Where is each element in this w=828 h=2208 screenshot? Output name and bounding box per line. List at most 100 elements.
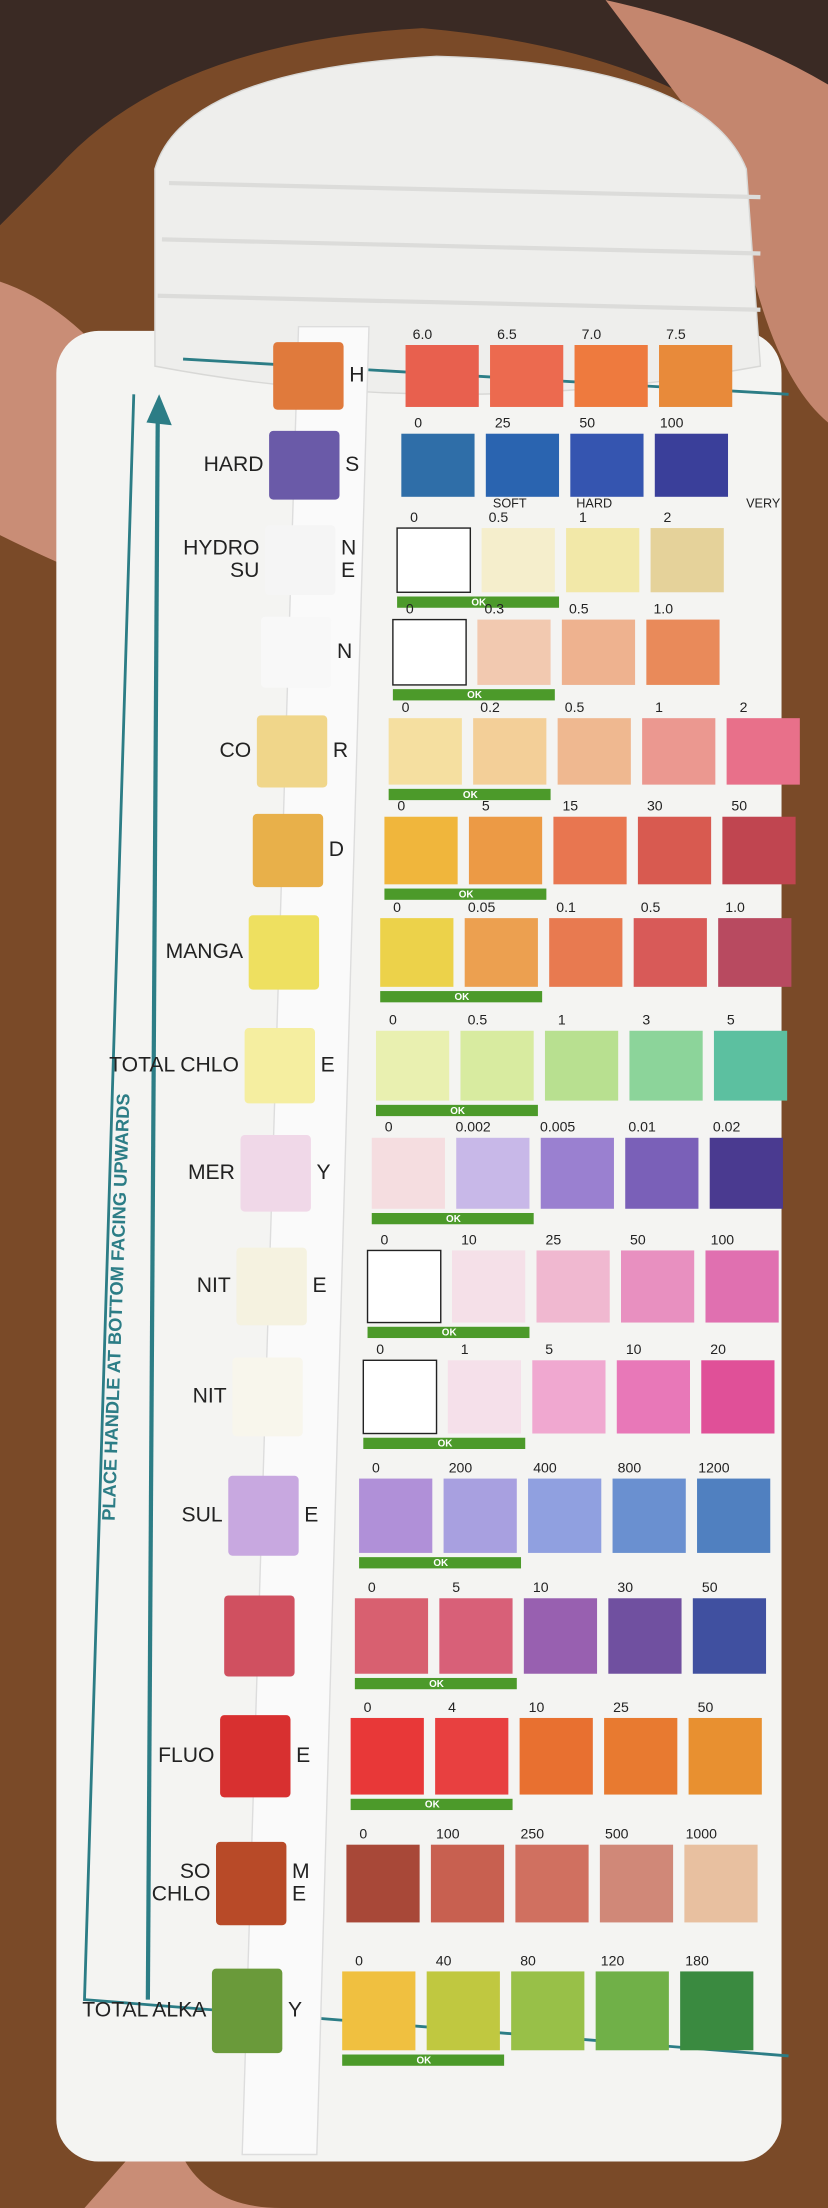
swatch-value: 0 [393,899,401,915]
ok-bar [354,1677,517,1690]
swatch-value: 0 [402,699,410,715]
swatch-value: 0.002 [456,1119,491,1135]
ok-bar [371,1212,534,1225]
color-swatch [447,1360,522,1434]
swatch-value: 15 [562,798,578,814]
bottle-cap [154,55,762,395]
color-swatch [540,1137,614,1209]
color-swatch [557,718,631,785]
strip-pad [240,1134,311,1212]
row-label: E [312,1274,326,1297]
color-swatch [536,1250,610,1323]
color-swatch [604,1717,678,1795]
row-label: MANGA [166,940,244,963]
swatch-value: 0 [376,1341,384,1357]
color-swatch [490,345,564,407]
swatch-value: 7.0 [582,326,602,342]
color-swatch [701,1360,775,1434]
strip-pad [232,1357,303,1437]
color-swatch [452,1250,526,1323]
swatch-value: 20 [710,1341,726,1357]
strip-pad [220,1715,291,1798]
row-label: SUL [182,1503,223,1526]
color-swatch [726,718,800,785]
strip-pad [273,342,344,410]
ok-label: OK [446,1214,462,1225]
row-label: S [345,453,359,476]
strip-pad [260,616,332,688]
swatch-value: 40 [436,1952,452,1968]
color-swatch [616,1360,690,1434]
swatch-value: 0 [406,600,414,616]
color-swatch [544,1030,619,1101]
swatch-value: 5 [482,798,490,814]
note: VERY [746,496,781,510]
swatch-value: 250 [521,1826,545,1842]
swatch-value: 1.0 [725,899,745,915]
color-swatch [718,918,792,987]
ok-bar [350,1798,513,1811]
strip-pad [228,1475,299,1556]
swatch-value: 120 [601,1952,625,1968]
color-swatch [528,1478,602,1553]
ok-label: OK [416,2055,432,2066]
swatch-value: 100 [711,1231,735,1247]
row-label: CHLO [152,1882,211,1905]
swatch-value: 0.05 [468,899,496,915]
cap-ridges [157,180,761,312]
row-label: E [304,1503,318,1526]
swatch-value: 0 [364,1699,372,1715]
ok-bar [384,888,547,900]
swatch-value: 4 [448,1699,456,1715]
swatch-value: 5 [545,1341,553,1357]
swatch-value: 0.2 [480,699,500,715]
swatch-value: 1000 [686,1826,717,1842]
swatch-value: 100 [436,1826,460,1842]
ok-label: OK [459,889,475,900]
row-label: E [292,1882,306,1905]
row-label: HARD [204,453,264,476]
color-swatch [532,1360,606,1434]
swatch-value: 500 [605,1826,629,1842]
swatch-value: 0.1 [556,899,576,915]
color-swatch [523,1598,598,1674]
swatch-value: 30 [617,1579,633,1595]
swatch-value: 1 [558,1012,566,1028]
color-swatch [346,1844,420,1923]
ok-label: OK [471,597,487,608]
swatch-value: 7.5 [666,326,686,342]
note: SOFT [493,496,527,510]
row-label: N [337,640,352,663]
ok-bar [375,1104,538,1117]
color-swatch [366,1249,442,1324]
color-swatch [608,1598,682,1674]
row-label: E [321,1053,335,1076]
color-swatch [384,816,458,885]
swatch-value: 1 [655,699,663,715]
color-swatch [692,1598,767,1674]
color-swatch [350,1717,424,1795]
swatch-value: 0 [397,798,405,814]
strip-pad [216,1841,287,1926]
color-swatch [599,1844,674,1923]
swatch-value: 0.5 [468,1012,488,1028]
row-label: E [341,559,355,582]
ok-bar [380,991,543,1003]
strip-pad [236,1247,307,1326]
color-swatch [684,1844,758,1923]
color-swatch [477,619,551,685]
color-swatch [574,345,648,407]
swatch-value: 0 [389,1012,397,1028]
color-swatch [396,527,472,593]
row-label: NIT [197,1274,231,1297]
ok-bar [388,788,551,801]
swatch-value: 30 [647,798,663,814]
color-swatch [722,816,796,885]
color-swatch [654,433,729,497]
color-swatch [473,718,547,785]
swatch-value: 0 [359,1826,367,1842]
swatch-value: 0 [381,1231,389,1247]
swatch-value: 1200 [698,1459,729,1475]
